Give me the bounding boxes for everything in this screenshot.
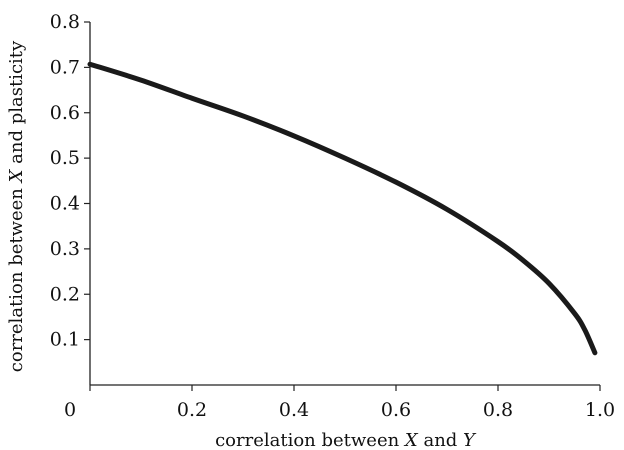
y-tick-label: 0.4 (50, 193, 80, 215)
y-tick-label: 0.6 (50, 102, 80, 124)
y-ticks: 0.1 0.2 0.3 0.4 0.5 0.6 0.7 0.8 (50, 11, 90, 351)
y-axis-label: correlation between X and plasticity (6, 40, 27, 372)
x-tick-label: 0 (64, 399, 76, 421)
x-tick-label: 0.6 (381, 399, 411, 421)
y-tick-label: 0.7 (50, 56, 80, 78)
series-line (87, 61, 598, 356)
x-tick-label: 0.2 (177, 399, 207, 421)
y-tick-label: 0.8 (50, 11, 80, 33)
x-tick-label: 1.0 (585, 399, 615, 421)
x-axis-label-var2: Y (463, 430, 477, 450)
x-axis-label-var1: X (403, 430, 419, 450)
x-tick-label: 0.4 (279, 399, 309, 421)
x-tick-label: 0.8 (483, 399, 513, 421)
y-tick-label: 0.3 (50, 238, 80, 260)
series-layer (87, 61, 598, 356)
axes (89, 22, 600, 386)
y-axis-label-suffix: and plasticity (6, 40, 27, 170)
x-axis-label-prefix: correlation between (215, 430, 405, 450)
y-axis-label-var1: X (6, 168, 27, 184)
x-ticks: 0 0.2 0.4 0.6 0.8 1.0 (64, 385, 615, 421)
y-axis-label-prefix: correlation between (6, 182, 27, 372)
x-axis-label-middle: and (418, 430, 463, 450)
y-tick-label: 0.1 (50, 329, 80, 351)
x-axis-label: correlation between X and Y (215, 430, 477, 450)
y-tick-label: 0.2 (50, 283, 80, 305)
y-tick-label: 0.5 (50, 147, 80, 169)
